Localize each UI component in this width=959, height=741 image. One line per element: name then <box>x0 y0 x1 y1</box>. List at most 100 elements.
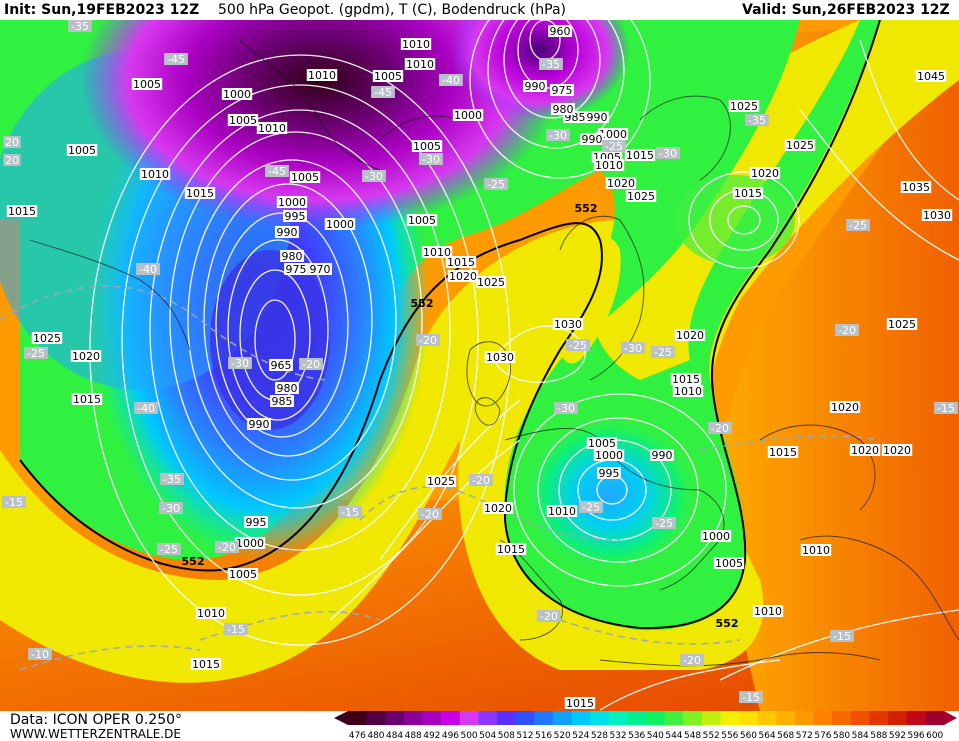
pressure-label-text: 1010 <box>141 168 169 181</box>
colorbar-tick-label: 552 <box>703 731 720 741</box>
temperature-label-text: -35 <box>542 58 560 71</box>
pressure-label-box <box>190 658 222 670</box>
temperature-label-text: -25 <box>655 517 673 530</box>
geopotential-label: 552 <box>716 617 739 630</box>
pressure-label-box <box>6 205 38 217</box>
temperature-label: 20 <box>3 154 21 167</box>
pressure-label: 1010 <box>546 505 578 518</box>
temperature-label-box <box>546 129 570 141</box>
geopotential-label-text: 552 <box>411 297 434 310</box>
pressure-label-text: 1030 <box>923 209 951 222</box>
temperature-label: -45 <box>265 165 289 178</box>
pressure-label-box <box>452 109 484 121</box>
temperature-label-box <box>228 357 252 369</box>
colorbar-swatch <box>590 711 610 725</box>
pressure-label: 1000 <box>324 218 356 231</box>
temperature-label: -30 <box>546 129 570 142</box>
pressure-label: 1000 <box>452 109 484 122</box>
pressure-label: 995 <box>283 210 307 223</box>
colorbar-swatch <box>441 711 461 725</box>
temperature-label-box <box>24 347 48 359</box>
map-header: Init: Sun,19FEB2023 12Z 500 hPa Geopot. … <box>0 0 959 20</box>
temperature-label: -25 <box>651 346 675 359</box>
pressure-label-text: 1000 <box>702 530 730 543</box>
pressure-label-box <box>800 544 832 556</box>
pressure-label: 1000 <box>593 449 625 462</box>
temperature-label-text: -25 <box>605 140 623 153</box>
pressure-label-box <box>70 350 102 362</box>
temperature-label-text: -25 <box>582 501 600 514</box>
temperature-label: -30 <box>554 402 578 415</box>
temperature-label-text: -40 <box>139 263 157 276</box>
pressure-label: 1005 <box>586 437 618 450</box>
pressure-label-text: 1000 <box>223 88 251 101</box>
pressure-label-text: 1010 <box>548 505 576 518</box>
pressure-label-text: 1005 <box>68 144 96 157</box>
temperature-label-text: -15 <box>937 402 955 415</box>
colorbar-swatch <box>366 711 386 725</box>
temperature-label: -35 <box>745 114 769 127</box>
temperature-label-box <box>419 153 443 165</box>
pressure-label-text: 1005 <box>374 70 402 83</box>
colorbar-swatch <box>683 711 703 725</box>
pressure-label: 1020 <box>605 177 637 190</box>
pressure-label: 1010 <box>306 69 338 82</box>
pressure-label: 1000 <box>276 196 308 209</box>
temperature-label-box <box>656 147 680 159</box>
temperature-label-box <box>265 165 289 177</box>
temperature-label-box <box>484 178 508 190</box>
pressure-label-text: 1005 <box>229 114 257 127</box>
temperature-label-text: -10 <box>31 648 49 661</box>
pressure-label-box <box>605 177 637 189</box>
pressure-label-box <box>829 401 861 413</box>
temperature-label-text: -30 <box>162 502 180 515</box>
pressure-label-text: 1010 <box>674 385 702 398</box>
temperature-label-box <box>621 342 645 354</box>
temperature-label: -35 <box>539 58 563 71</box>
pressure-label-text: 970 <box>310 263 331 276</box>
temperature-label-text: -30 <box>365 170 383 183</box>
colorbar-swatch <box>832 711 852 725</box>
colorbar-tick-label: 480 <box>367 731 384 741</box>
pressure-label: 1045 <box>915 70 947 83</box>
colorbar-swatch <box>869 711 889 725</box>
temperature-label-text: -15 <box>227 623 245 636</box>
temperature-label-text: -15 <box>742 691 760 704</box>
pressure-label-text: 1000 <box>599 128 627 141</box>
pressure-label: 1020 <box>849 444 881 457</box>
pressure-label: 1020 <box>70 350 102 363</box>
temperature-label: -35 <box>160 473 184 486</box>
pressure-label: 1020 <box>881 444 913 457</box>
pressure-label-box <box>234 537 266 549</box>
pressure-label-text: 1010 <box>802 544 830 557</box>
pressure-label-box <box>484 351 516 363</box>
pressure-label: 1020 <box>829 401 861 414</box>
pressure-label: 990 <box>650 449 674 462</box>
temperature-label: -20 <box>708 422 732 435</box>
pressure-label-text: 1005 <box>229 568 257 581</box>
pressure-label: 1015 <box>670 373 702 386</box>
temperature-label: -40 <box>439 74 463 87</box>
colorbar-right-arrow <box>944 711 957 725</box>
colorbar-tick-label: 528 <box>591 731 608 741</box>
pressure-label-text: 990 <box>582 133 603 146</box>
pressure-label: 1010 <box>752 605 784 618</box>
pressure-label: 1000 <box>221 88 253 101</box>
temperature-label: -30 <box>419 153 443 166</box>
pressure-label-text: 990 <box>587 111 608 124</box>
temperature-label-text: -30 <box>422 153 440 166</box>
pressure-label: 1025 <box>625 190 657 203</box>
temperature-label: -40 <box>134 402 158 415</box>
pressure-label-text: 990 <box>525 80 546 93</box>
temperature-label-box <box>134 402 158 414</box>
pressure-label-text: 1025 <box>33 332 61 345</box>
temperature-label-text: -45 <box>167 53 185 66</box>
pressure-label-text: 1005 <box>291 171 319 184</box>
pressure-label-box <box>915 70 947 82</box>
pressure-label-box <box>275 382 299 394</box>
colorbar: 476 480 484 488 492 496 500 504 508 512 516 520 524 5… <box>334 711 957 741</box>
pressure-label: 1025 <box>728 100 760 113</box>
pressure-label-box <box>900 181 932 193</box>
